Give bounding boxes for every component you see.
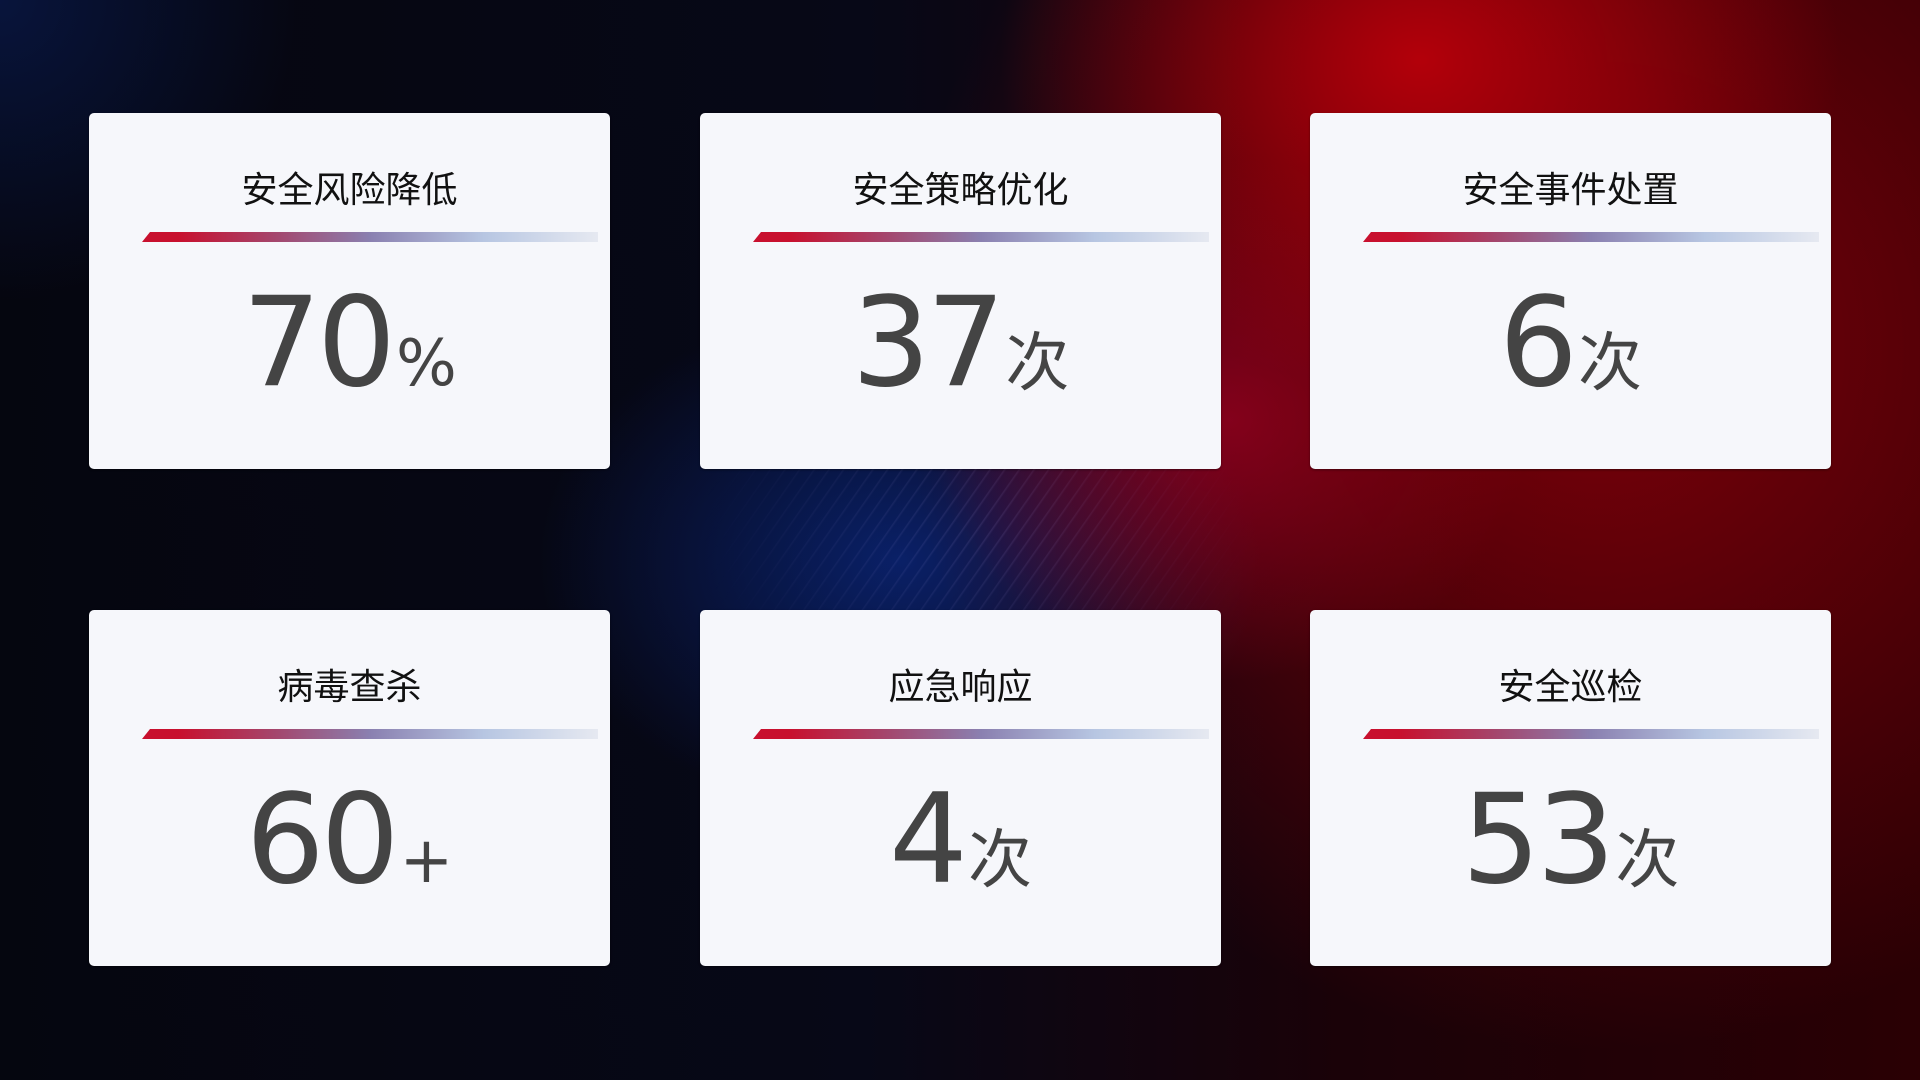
card-value: 60+ xyxy=(89,778,610,902)
value-unit: 次 xyxy=(967,824,1032,898)
value-unit: % xyxy=(395,327,457,401)
card-value: 4次 xyxy=(700,778,1221,902)
stat-card-emergency-response: 应急响应 4次 xyxy=(700,610,1221,966)
value-number: 37 xyxy=(851,271,1006,415)
gradient-divider xyxy=(753,729,1209,739)
value-number: 53 xyxy=(1461,768,1616,912)
card-value: 70% xyxy=(89,281,610,405)
gradient-divider xyxy=(1363,729,1819,739)
card-title: 安全巡检 xyxy=(1498,667,1643,708)
card-title: 病毒查杀 xyxy=(277,667,422,708)
card-value: 37次 xyxy=(700,281,1221,405)
card-value: 53次 xyxy=(1310,778,1831,902)
card-title: 安全策略优化 xyxy=(852,170,1069,211)
value-unit: + xyxy=(399,824,454,898)
gradient-divider xyxy=(753,232,1209,242)
gradient-divider xyxy=(142,729,598,739)
value-unit: 次 xyxy=(1577,327,1642,401)
card-value: 6次 xyxy=(1310,281,1831,405)
value-unit: 次 xyxy=(1005,327,1070,401)
value-number: 6 xyxy=(1499,271,1578,415)
card-title: 安全风险降低 xyxy=(241,170,458,211)
card-title: 应急响应 xyxy=(888,667,1033,708)
card-title: 安全事件处置 xyxy=(1462,170,1679,211)
stat-card-risk-reduction: 安全风险降低 70% xyxy=(89,113,610,469)
stat-card-virus-removal: 病毒查杀 60+ xyxy=(89,610,610,966)
value-unit: 次 xyxy=(1615,824,1680,898)
stat-card-security-patrol: 安全巡检 53次 xyxy=(1310,610,1831,966)
value-number: 4 xyxy=(889,768,968,912)
value-number: 70 xyxy=(242,271,396,415)
gradient-divider xyxy=(1363,232,1819,242)
stat-card-policy-optimization: 安全策略优化 37次 xyxy=(700,113,1221,469)
gradient-divider xyxy=(142,232,598,242)
stat-card-incident-handling: 安全事件处置 6次 xyxy=(1310,113,1831,469)
value-number: 60 xyxy=(245,768,400,912)
